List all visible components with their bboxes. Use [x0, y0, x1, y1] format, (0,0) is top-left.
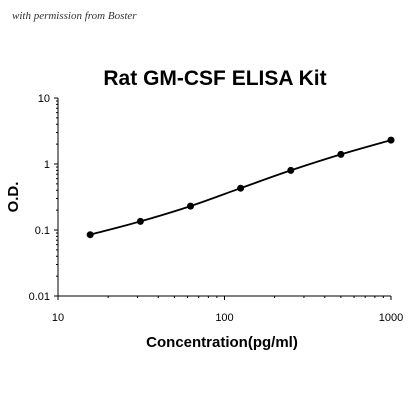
y-tick-label: 0.1	[35, 225, 50, 237]
data-point	[237, 184, 245, 192]
x-axis-label: Concentration(pg/ml)	[146, 334, 298, 351]
data-point	[136, 217, 144, 225]
data-points	[86, 136, 395, 239]
data-point	[287, 166, 295, 174]
x-tick-label: 10	[52, 312, 64, 324]
chart-title: Rat GM-CSF ELISA Kit	[103, 67, 326, 90]
data-point	[337, 150, 345, 158]
data-point	[86, 231, 94, 239]
x-ticks: 10 100 1000	[52, 296, 403, 324]
data-point	[387, 136, 395, 144]
axes	[57, 98, 391, 297]
x-tick-label: 1000	[379, 312, 403, 324]
y-tick-label: 1	[44, 159, 50, 171]
y-ticks: 0.01 0.1 1 10	[29, 93, 58, 303]
y-axis-label: O.D.	[5, 182, 22, 213]
x-tick-label: 100	[215, 312, 233, 324]
data-point	[187, 202, 194, 210]
watermark-text: with permission from Boster	[12, 10, 137, 22]
y-tick-label: 0.01	[29, 291, 50, 303]
y-tick-label: 10	[38, 93, 50, 105]
